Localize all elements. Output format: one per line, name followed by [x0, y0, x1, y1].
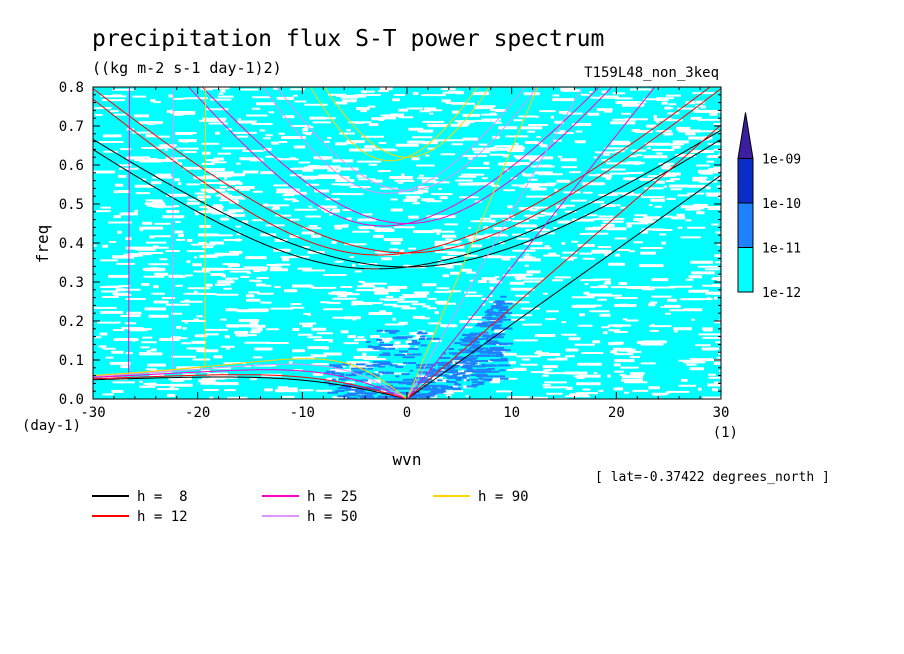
colorbar-label: 1e-10 — [762, 197, 801, 212]
x-axis-unit: (1) — [713, 425, 738, 441]
curve-gravity-90 — [323, 87, 491, 158]
run-label: T159L48_non_3keq — [584, 65, 719, 81]
x-axis-label: wvn — [393, 450, 422, 469]
legend-label: h = 50 — [307, 509, 358, 525]
curve-gravity-50 — [276, 87, 538, 191]
curve-rossby-12 — [93, 374, 407, 399]
colorbar-segment — [737, 247, 754, 293]
curve-gravity-25 — [201, 87, 613, 224]
y-tick-label: 0.5 — [59, 197, 84, 213]
legend-label: h = 90 — [478, 489, 529, 505]
legend-label: h = 12 — [137, 509, 188, 525]
latitude-note: [ lat=-0.37422 degrees_north ] — [595, 470, 830, 485]
x-tick-label: 20 — [608, 405, 625, 421]
x-tick-label: -30 — [80, 405, 105, 421]
y-tick-label: 0.6 — [59, 158, 84, 174]
x-tick-label: 10 — [503, 405, 520, 421]
chart-units: ((kg m-2 s-1 day-1)2) — [92, 59, 282, 77]
curve-kelvin-90 — [406, 87, 539, 399]
y-tick-label: 0.1 — [59, 353, 84, 369]
y-tick-label: 0.3 — [59, 275, 84, 291]
x-tick-label: -10 — [290, 405, 315, 421]
x-tick-label: -20 — [185, 405, 210, 421]
colorbar-segment — [737, 202, 754, 248]
colorbar: 1e-12 1e-11 1e-10 1e-09 — [737, 112, 801, 301]
colorbar-label: 1e-12 — [762, 286, 801, 301]
legend-label: h = 25 — [307, 489, 358, 505]
y-axis-label: freq — [33, 225, 52, 264]
curve-kelvin-25 — [406, 87, 656, 399]
y-tick-label: 0.4 — [59, 236, 84, 252]
dispersion-curves — [93, 87, 721, 399]
y-tick-label: 0.8 — [59, 80, 84, 96]
y-axis-unit: (day-1) — [22, 418, 81, 434]
curve-rossby-8 — [93, 376, 407, 399]
power-field — [93, 87, 721, 399]
x-tick-label: 0 — [403, 405, 411, 421]
chart-title: precipitation flux S-T power spectrum — [92, 26, 604, 52]
colorbar-label: 1e-09 — [762, 153, 801, 168]
curve-rossby-25 — [93, 369, 407, 399]
curve-kelvin-50 — [406, 87, 583, 399]
curve-kelvin-12 — [406, 124, 721, 399]
axis-ticks: -30 -20 -10 0 10 20 30 0.0 0.1 0.2 0.3 0.4 0.5 0.6 0.7… — [59, 80, 730, 421]
field-gap-speckle — [93, 87, 721, 399]
colorbar-segment — [737, 158, 754, 204]
curve-kelvin-8 — [406, 174, 721, 399]
y-tick-label: 0.0 — [59, 392, 84, 408]
curve-gravity-12 — [93, 88, 721, 254]
y-tick-label: 0.7 — [59, 119, 84, 135]
curve-gravity-8 — [93, 138, 721, 268]
curve-rossby-90 — [93, 358, 407, 399]
colorbar-extension — [737, 112, 754, 159]
legend: h = 8 h = 12 h = 25 h = 50 h = 90 — [92, 489, 529, 525]
y-tick-label: 0.2 — [59, 314, 84, 330]
curve-rossby-50 — [93, 363, 407, 399]
legend-label: h = 8 — [137, 489, 188, 505]
x-tick-label: 30 — [713, 405, 730, 421]
colorbar-label: 1e-11 — [762, 242, 801, 257]
